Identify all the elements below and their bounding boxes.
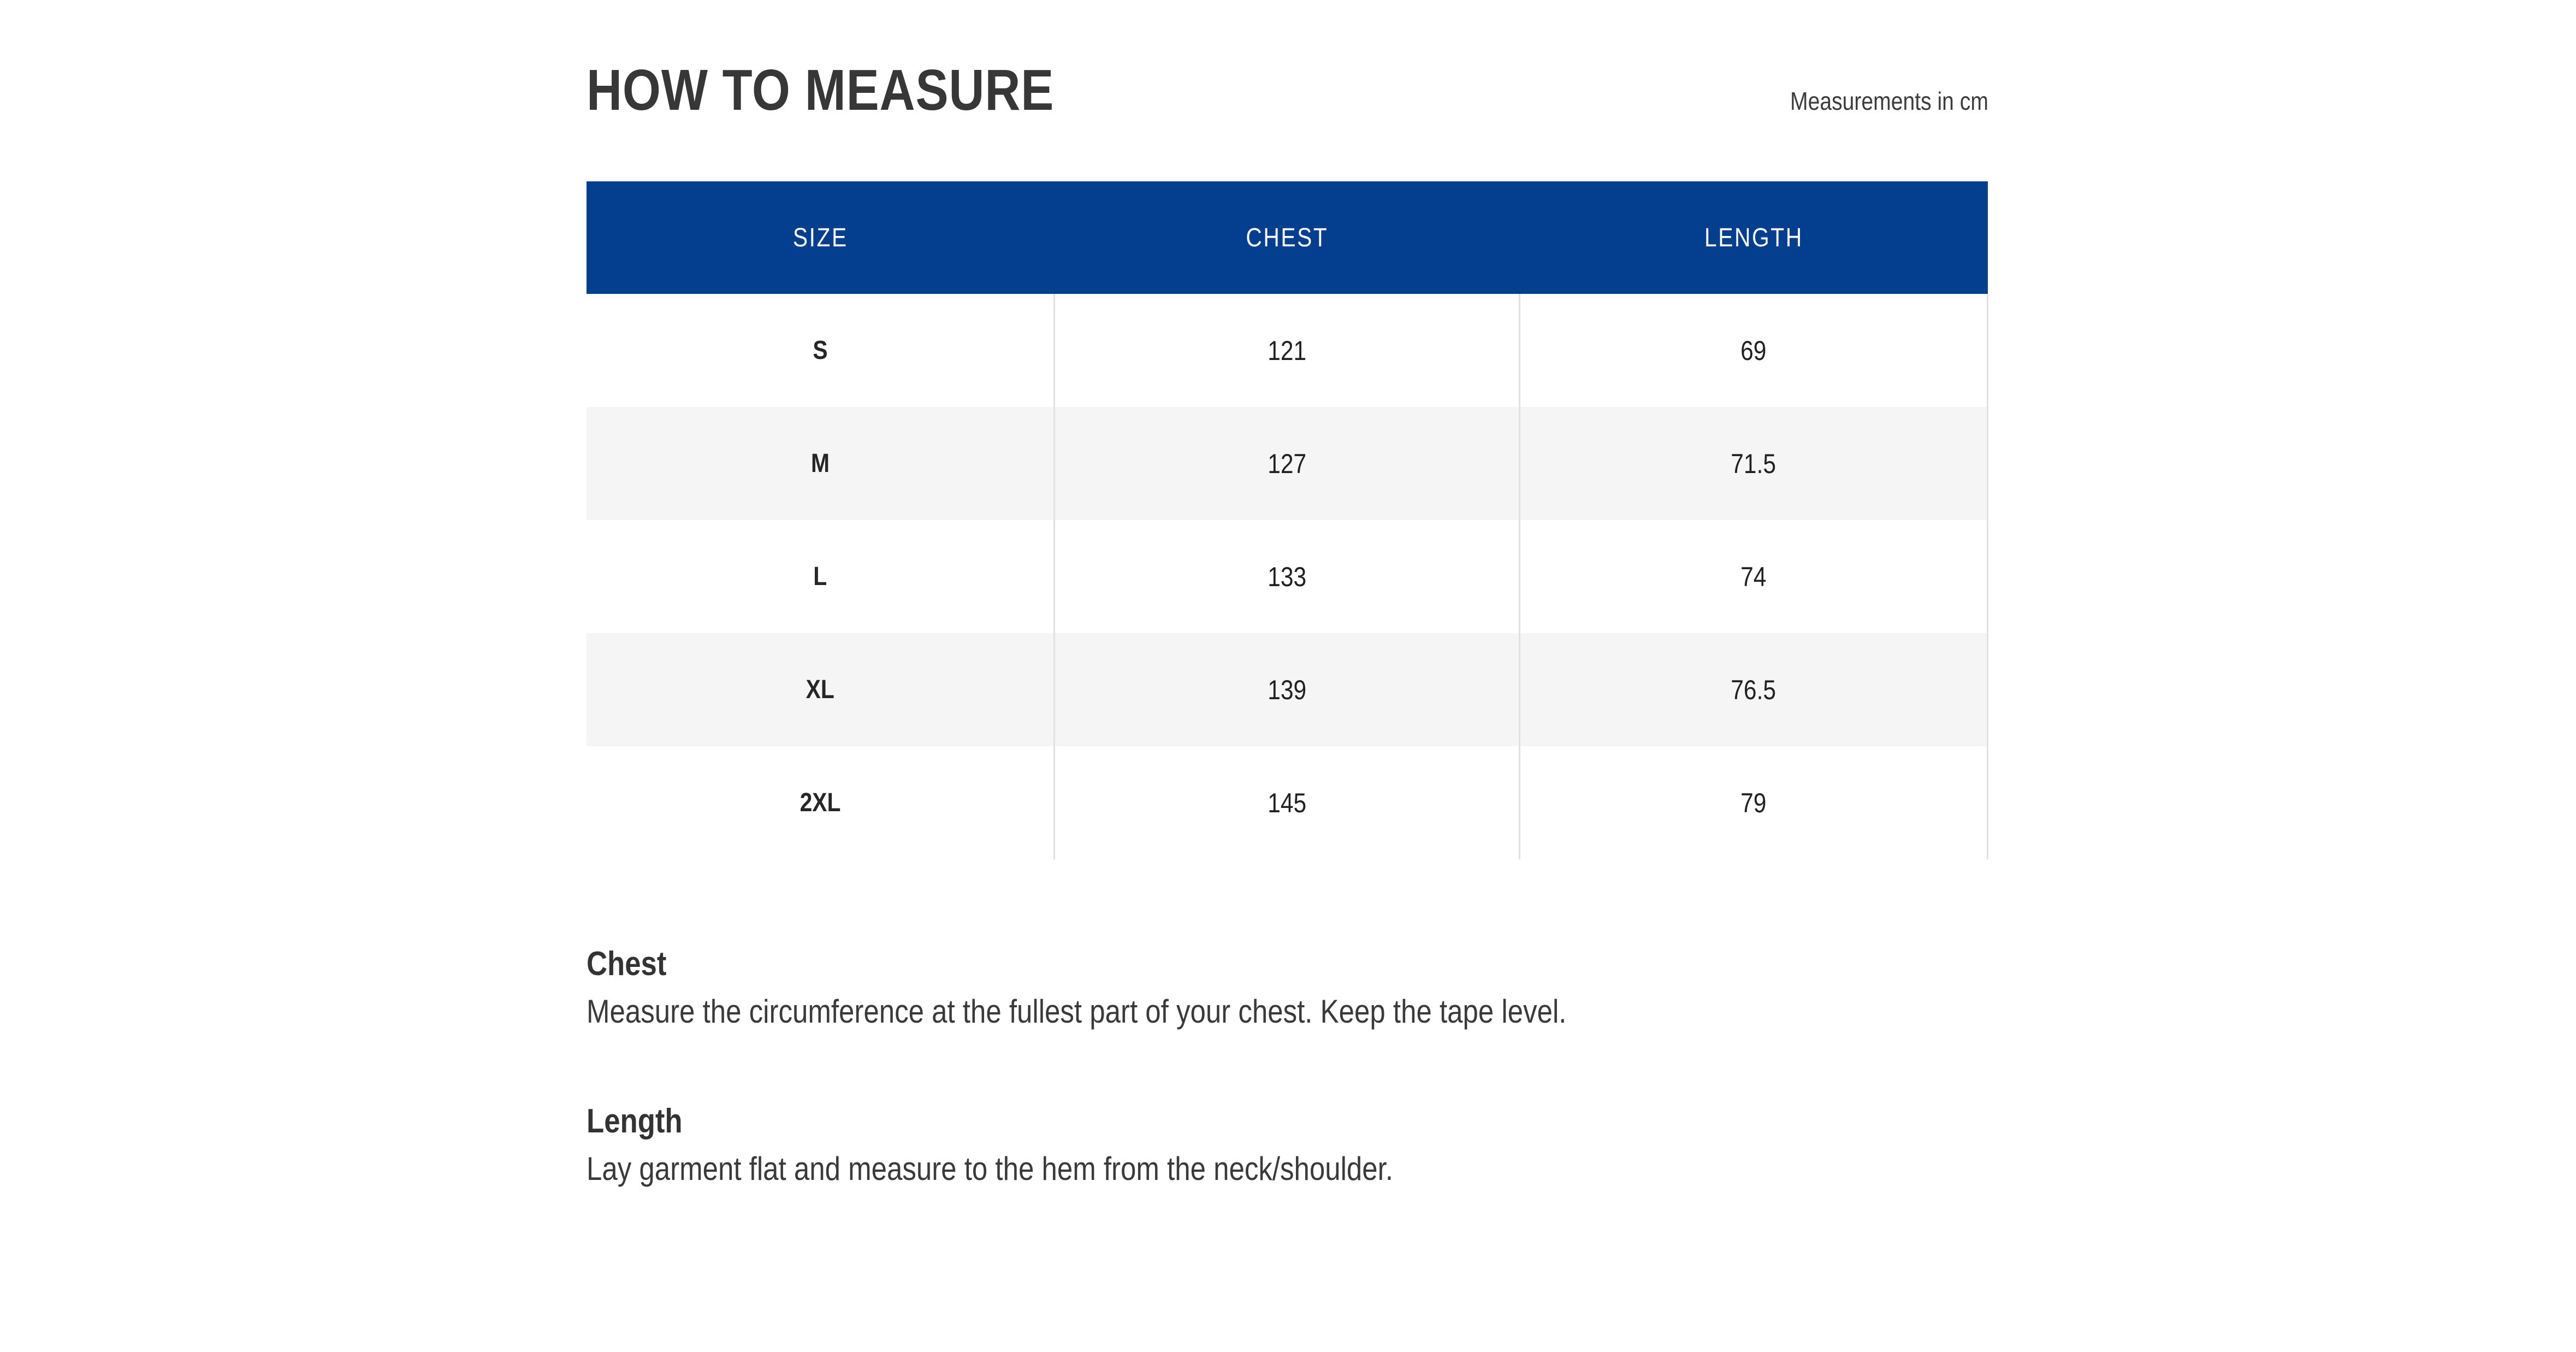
header-row: SIZE CHEST LENGTH (587, 181, 1988, 294)
size-cell: 2XL (587, 746, 1056, 859)
chest-value: 127 (1268, 448, 1307, 479)
note-chest-heading-text: Chest (587, 945, 667, 983)
note-chest-text-content: Measure the circumference at the fullest… (587, 993, 1567, 1030)
column-header-chest-label: CHEST (1246, 223, 1329, 252)
length-cell: 71.5 (1519, 407, 1988, 520)
length-cell: 79 (1519, 746, 1988, 859)
table-row: 2XL 145 79 (587, 746, 1988, 859)
column-header-chest: CHEST (1054, 181, 1520, 294)
page-title: HOW TO MEASURE (587, 61, 1136, 119)
table-row: L 133 74 (587, 520, 1988, 633)
table-row: S 121 69 (587, 294, 1988, 407)
size-cell: L (587, 520, 1056, 633)
size-value: S (813, 336, 828, 365)
note-chest: Chest Measure the circumference at the f… (587, 947, 2061, 1028)
column-header-size: SIZE (587, 181, 1055, 294)
table-row: XL 139 76.5 (587, 633, 1988, 746)
length-cell: 74 (1519, 520, 1988, 633)
size-chart-table: SIZE CHEST LENGTH S 121 69 M 127 71.5 L … (587, 181, 1988, 859)
note-length-text: Lay garment flat and measure to the hem … (587, 1153, 2061, 1185)
note-length-text-content: Lay garment flat and measure to the hem … (587, 1150, 1393, 1187)
size-cell: M (587, 407, 1056, 520)
size-value: 2XL (800, 788, 841, 817)
chest-cell: 121 (1054, 294, 1521, 407)
chest-cell: 127 (1054, 407, 1521, 520)
note-chest-heading: Chest (587, 947, 2061, 981)
length-cell: 69 (1519, 294, 1988, 407)
column-header-length: LENGTH (1519, 181, 1988, 294)
size-chart-header: SIZE CHEST LENGTH (587, 181, 1988, 294)
length-value: 71.5 (1731, 448, 1776, 479)
chest-value: 139 (1268, 674, 1307, 705)
note-length-heading: Length (587, 1105, 2061, 1138)
length-value: 76.5 (1731, 674, 1776, 705)
note-length: Length Lay garment flat and measure to t… (587, 1105, 2061, 1185)
column-header-size-label: SIZE (792, 223, 848, 252)
chest-cell: 133 (1054, 520, 1521, 633)
chest-cell: 145 (1054, 746, 1521, 859)
length-cell: 76.5 (1519, 633, 1988, 746)
size-value: L (813, 562, 827, 591)
chest-value: 133 (1268, 561, 1307, 592)
page-title-text: HOW TO MEASURE (587, 58, 1055, 122)
chest-value: 145 (1268, 787, 1307, 818)
size-cell: S (587, 294, 1056, 407)
length-value: 69 (1740, 335, 1767, 366)
measuring-notes: Chest Measure the circumference at the f… (587, 947, 2061, 1262)
size-chart-body: S 121 69 M 127 71.5 L 133 74 XL 139 76.5… (587, 294, 1988, 859)
size-value: XL (806, 675, 834, 704)
length-value: 79 (1740, 787, 1767, 818)
chest-cell: 139 (1054, 633, 1521, 746)
table-row: M 127 71.5 (587, 407, 1988, 520)
note-length-heading-text: Length (587, 1102, 683, 1140)
note-chest-text: Measure the circumference at the fullest… (587, 995, 2061, 1028)
chest-value: 121 (1268, 335, 1307, 366)
page-header: HOW TO MEASURE Measurements in cm (587, 61, 1988, 119)
unit-note: Measurements in cm (1755, 88, 1988, 114)
size-value: M (810, 449, 830, 478)
size-cell: XL (587, 633, 1056, 746)
column-header-length-label: LENGTH (1704, 223, 1803, 252)
unit-note-text: Measurements in cm (1790, 87, 1988, 115)
length-value: 74 (1740, 561, 1767, 592)
